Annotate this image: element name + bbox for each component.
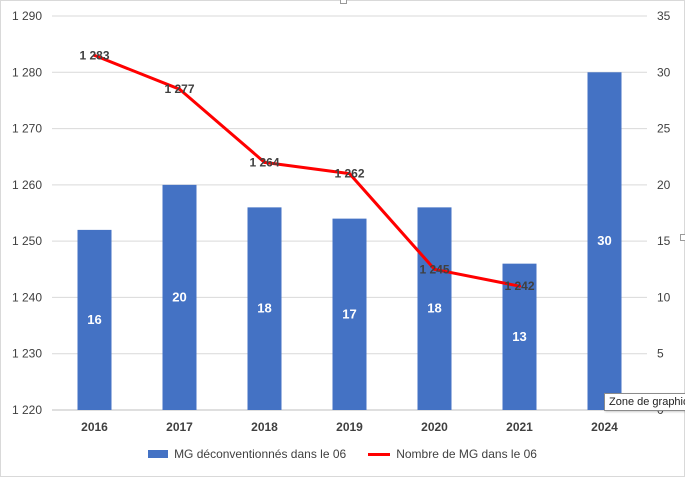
right-axis-tick-label: 5 [657,347,664,361]
bar-data-label: 16 [87,312,101,327]
left-axis-tick-label: 1 270 [12,122,42,136]
line-point [93,53,96,57]
line-data-label: 1 277 [164,82,194,96]
bar-data-label: 20 [172,289,186,304]
left-axis-tick-label: 1 220 [12,403,42,417]
bar-data-label: 18 [427,301,441,316]
bar [417,207,452,410]
left-axis-tick-label: 1 240 [12,290,42,304]
line-data-label: 1 262 [334,167,364,181]
bar [332,218,367,410]
right-axis-tick-label: 35 [657,9,671,23]
resize-handle-top[interactable] [340,0,347,4]
line-point [178,87,181,91]
x-axis-tick-label: 2019 [336,420,363,434]
line-data-label: 1 245 [419,262,449,276]
legend-label-bars: MG déconventionnés dans le 06 [174,447,347,461]
bar [502,263,537,410]
line-series [93,53,521,288]
legend-swatch-line [368,452,391,456]
legend: MG déconventionnés dans le 06 Nombre de … [0,444,685,464]
x-axis-tick-label: 2024 [591,420,618,434]
bar-data-label: 13 [512,329,526,344]
right-axis-tick-label: 15 [657,234,671,248]
right-axis-tick-label: 20 [657,178,671,192]
bar [247,207,282,410]
legend-item-line[interactable]: Nombre de MG dans le 06 [368,447,537,461]
legend-swatch-bars [148,450,169,458]
line-point [348,172,351,176]
bar-data-label: 18 [257,301,271,316]
line-data-label: 1 264 [249,155,279,169]
legend-item-bars[interactable]: MG déconventionnés dans le 06 [148,447,346,461]
x-axis-tick-label: 2020 [421,420,448,434]
line-data-label: 1 283 [79,48,109,62]
line-data-label: 1 242 [504,279,534,293]
left-axis-tick-label: 1 230 [12,347,42,361]
bar [587,72,622,411]
left-axis-tick-label: 1 290 [12,9,42,23]
left-axis-tick-label: 1 280 [12,65,42,79]
bar-data-label: 17 [342,306,356,321]
line-point [433,267,436,271]
right-axis-tick-label: 30 [657,65,671,79]
right-axis-tick-label: 25 [657,122,671,136]
left-axis-tick-label: 1 260 [12,178,42,192]
x-axis-tick-label: 2018 [251,420,278,434]
bar [162,184,197,410]
x-axis-tick-label: 2016 [81,420,108,434]
x-axis-tick-label: 2017 [166,420,193,434]
legend-label-line: Nombre de MG dans le 06 [396,447,537,461]
right-axis-tick-label: 10 [657,290,671,304]
bar [77,229,112,410]
x-axis-tick-label: 2021 [506,420,533,434]
left-axis-tick-label: 1 250 [12,234,42,248]
line-point [263,160,266,164]
resize-handle-right[interactable] [680,234,685,241]
line-point [518,284,521,288]
bar-data-label: 30 [597,233,611,248]
tooltip: Zone de graphique [604,393,685,411]
